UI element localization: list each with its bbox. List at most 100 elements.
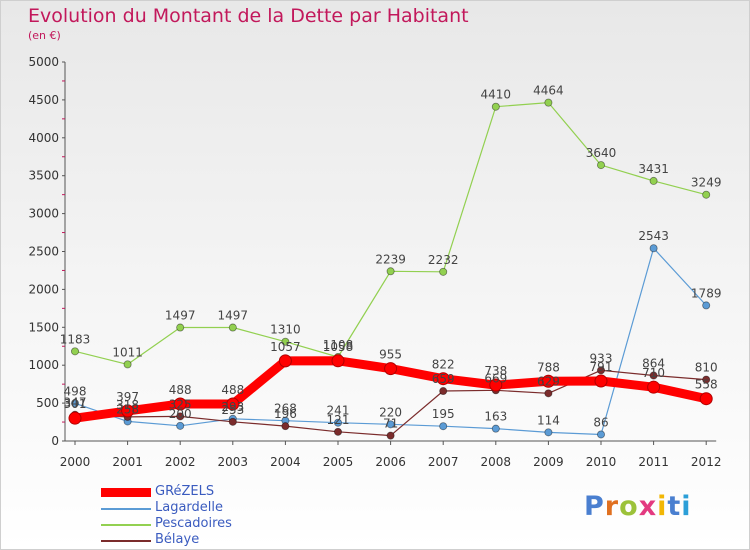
data-label: 2543: [638, 229, 669, 243]
data-point: [597, 161, 606, 170]
x-tick-label: 2007: [428, 455, 459, 469]
data-label: 738: [484, 364, 507, 378]
data-point: [649, 176, 658, 185]
data-point: [544, 389, 553, 398]
data-label: 3640: [586, 146, 617, 160]
data-label: 325: [169, 397, 192, 411]
data-label: 933: [590, 351, 613, 365]
data-point: [491, 102, 500, 111]
x-tick-label: 2012: [691, 455, 722, 469]
data-point: [278, 354, 292, 368]
data-label: 1310: [270, 323, 301, 337]
logo-letter: i: [681, 491, 692, 522]
data-point: [594, 374, 608, 388]
data-point: [699, 392, 713, 406]
legend-label: Bélaye: [155, 532, 200, 547]
data-label: 791: [590, 360, 613, 374]
data-point: [439, 422, 448, 431]
data-label: 710: [642, 366, 665, 380]
data-point: [176, 323, 185, 332]
y-tick-label: 4500: [28, 93, 59, 107]
legend-label: Lagardelle: [155, 500, 224, 515]
data-point: [123, 360, 132, 369]
logo-letter: t: [667, 491, 682, 522]
data-point: [281, 337, 290, 346]
legend-swatch: [101, 540, 151, 542]
y-tick-label: 2000: [28, 282, 59, 296]
legend-swatch: [101, 488, 151, 497]
data-label: 301: [64, 397, 87, 411]
data-point: [647, 380, 661, 394]
data-point: [228, 417, 237, 426]
data-point: [226, 397, 240, 411]
data-label: 200: [169, 407, 192, 421]
data-point: [176, 421, 185, 430]
logo-letter: r: [604, 491, 620, 522]
y-tick-label: 1000: [28, 358, 59, 372]
y-tick-label: 4000: [28, 131, 59, 145]
data-point: [544, 428, 553, 437]
data-label: 3249: [691, 176, 722, 190]
y-tick-label: 0: [51, 434, 59, 448]
data-point: [71, 399, 80, 408]
data-point: [541, 374, 555, 388]
data-label: 488: [169, 383, 192, 397]
legend-item: Pescadoires: [101, 516, 351, 533]
data-label: 220: [379, 405, 402, 419]
data-point: [68, 411, 82, 425]
data-label: 669: [484, 371, 507, 385]
data-point: [489, 378, 503, 392]
data-label: 864: [642, 357, 665, 371]
x-tick-label: 2004: [270, 455, 301, 469]
data-point: [436, 372, 450, 386]
data-label: 629: [537, 374, 560, 388]
data-label: 3431: [638, 162, 669, 176]
data-point: [649, 244, 658, 253]
data-label: 810: [695, 361, 718, 375]
data-label: 1057: [270, 340, 301, 354]
x-tick-label: 2000: [60, 455, 91, 469]
data-point: [333, 427, 342, 436]
legend-item: Bélaye: [101, 532, 351, 549]
data-label: 1789: [691, 286, 722, 300]
data-point: [702, 301, 711, 310]
data-point: [491, 424, 500, 433]
data-label: 2239: [375, 252, 406, 266]
data-point: [228, 323, 237, 332]
legend: GRéZELS Lagardelle Pescadoires Bélaye: [101, 484, 351, 549]
data-point: [702, 375, 711, 384]
data-label: 114: [537, 413, 560, 427]
data-label: 488: [221, 383, 244, 397]
data-label: 293: [221, 400, 244, 414]
data-label: 196: [274, 407, 297, 421]
data-point: [333, 418, 342, 427]
data-label: 1497: [165, 309, 196, 323]
data-point: [386, 431, 395, 440]
chart-title: Evolution du Montant de la Dette par Hab…: [28, 5, 469, 27]
y-tick-label: 1500: [28, 320, 59, 334]
legend-swatch: [101, 524, 151, 526]
logo-letter: P: [584, 491, 605, 522]
data-label: 558: [695, 378, 718, 392]
data-label: 258: [116, 402, 139, 416]
data-label: 121: [327, 413, 350, 427]
data-point: [331, 354, 345, 368]
logo-letter: x: [638, 491, 658, 522]
legend-label: Pescadoires: [155, 516, 232, 531]
data-point: [386, 267, 395, 276]
legend-label: GRéZELS: [155, 484, 215, 499]
x-tick-label: 2003: [218, 455, 249, 469]
data-label: 822: [432, 358, 455, 372]
data-label: 955: [379, 348, 402, 362]
data-label: 318: [116, 398, 139, 412]
y-tick-label: 500: [36, 396, 59, 410]
data-point: [281, 422, 290, 431]
x-tick-label: 2006: [375, 455, 406, 469]
y-tick-label: 5000: [28, 55, 59, 69]
data-label: 71: [383, 417, 398, 431]
data-label: 2232: [428, 253, 459, 267]
y-tick-label: 3500: [28, 169, 59, 183]
data-label: 4410: [481, 88, 512, 102]
chart-unit: (en €): [28, 29, 61, 42]
